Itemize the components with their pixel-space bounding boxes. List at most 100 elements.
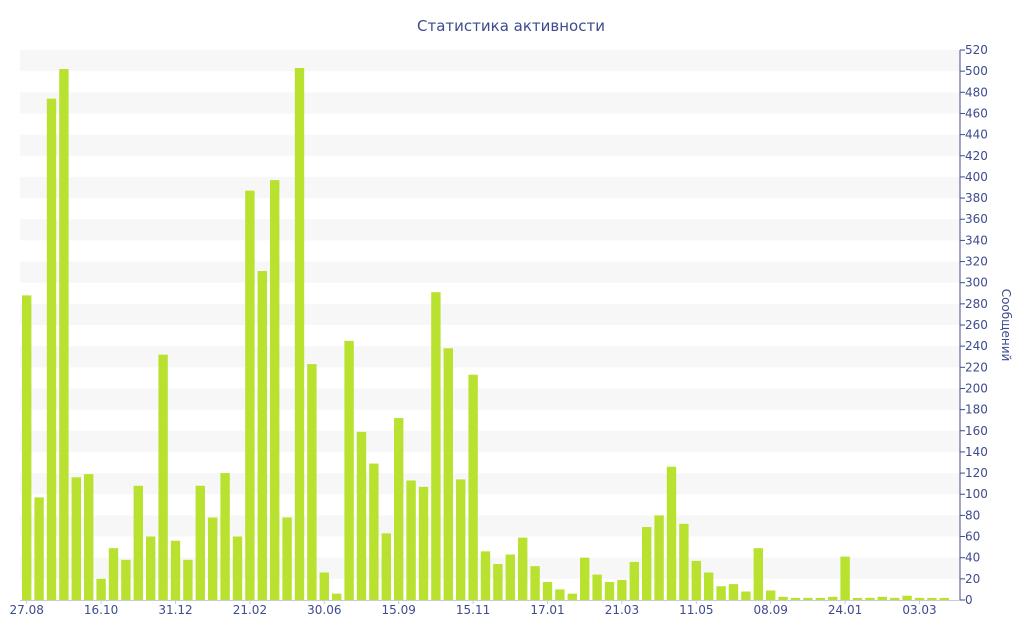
grid-band — [20, 515, 960, 537]
bar-20 — [270, 180, 280, 600]
bar-11 — [158, 354, 168, 600]
y-tick-label-360: 360 — [965, 212, 988, 226]
bar-43 — [555, 589, 565, 600]
bar-48 — [617, 579, 627, 600]
y-tick-label-180: 180 — [965, 403, 988, 417]
bar-28 — [369, 463, 379, 600]
bar-19 — [257, 271, 267, 600]
bar-14 — [195, 485, 205, 600]
bar-66 — [840, 556, 850, 600]
bar-27 — [356, 431, 367, 600]
bar-33 — [431, 292, 441, 600]
grid-band — [20, 219, 960, 241]
x-tick-label-9: 11.05 — [679, 603, 713, 617]
bar-64 — [815, 597, 825, 600]
bar-39 — [505, 554, 515, 600]
y-tick-label-260: 260 — [965, 318, 988, 332]
bar-23 — [307, 364, 317, 600]
y-tick-label-120: 120 — [965, 466, 988, 480]
bar-29 — [381, 533, 391, 600]
y-tick-label-0: 0 — [965, 593, 973, 607]
x-tick-label-1: 16.10 — [84, 603, 118, 617]
x-tick-label-6: 15.11 — [456, 603, 490, 617]
axes — [20, 49, 965, 604]
bar-58 — [741, 591, 751, 600]
bar-70 — [890, 597, 900, 600]
y-tick-label-420: 420 — [965, 149, 988, 163]
grid-band — [20, 303, 960, 325]
bar-68 — [865, 597, 875, 600]
y-tick-label-60: 60 — [965, 530, 980, 544]
bar-53 — [679, 523, 689, 600]
bar-10 — [146, 536, 156, 600]
bar-62 — [790, 597, 801, 600]
bar-52 — [666, 466, 677, 600]
y-tick-label-160: 160 — [965, 424, 988, 438]
bar-54 — [691, 560, 701, 600]
grid-band — [20, 261, 960, 283]
bar-73 — [927, 597, 937, 600]
bar-3 — [59, 69, 69, 601]
bar-61 — [778, 596, 788, 600]
grid-band — [20, 50, 960, 72]
tick-labels: 0 20 40 60 80 100 120 140 160 180 200 220 240 260 280 3… — [10, 43, 988, 617]
bar-1 — [34, 497, 44, 600]
y-tick-label-440: 440 — [965, 128, 988, 142]
y-tick-label-220: 220 — [965, 360, 988, 374]
bar-12 — [170, 540, 181, 600]
bar-38 — [493, 564, 503, 600]
y-tick-label-340: 340 — [965, 233, 988, 247]
bar-69 — [877, 596, 887, 600]
bar-71 — [902, 595, 912, 600]
grid-band — [20, 346, 960, 368]
grid-band — [20, 92, 960, 114]
bar-60 — [766, 590, 776, 600]
y-tick-label-40: 40 — [965, 551, 980, 565]
grid-band — [20, 430, 960, 452]
y-tick-label-280: 280 — [965, 297, 988, 311]
bar-51 — [654, 515, 664, 600]
bar-47 — [604, 582, 615, 600]
bar-44 — [567, 593, 577, 600]
bar-16 — [220, 473, 230, 600]
grid-band — [20, 134, 960, 156]
bar-18 — [245, 190, 255, 601]
bar-13 — [183, 559, 193, 600]
bar-6 — [96, 578, 106, 600]
bar-49 — [629, 561, 639, 600]
x-tick-label-7: 17.01 — [530, 603, 564, 617]
bar-17 — [232, 536, 243, 600]
bar-35 — [456, 479, 466, 600]
bar-59 — [753, 548, 763, 600]
y-tick-label-240: 240 — [965, 339, 988, 353]
bar-34 — [443, 348, 453, 600]
bar-37 — [480, 551, 491, 600]
x-tick-label-4: 30.06 — [307, 603, 341, 617]
bar-25 — [332, 593, 342, 600]
x-tick-label-0: 27.08 — [10, 603, 44, 617]
bar-32 — [418, 486, 429, 600]
bar-67 — [852, 597, 863, 600]
y-tick-label-80: 80 — [965, 508, 980, 522]
x-tick-label-8: 21.03 — [605, 603, 639, 617]
bar-65 — [828, 596, 838, 600]
y-tick-label-300: 300 — [965, 276, 988, 290]
y-axis-title: Сообщений — [999, 289, 1013, 362]
y-tick-label-320: 320 — [965, 255, 988, 269]
bar-50 — [642, 527, 652, 600]
grid-bands — [20, 50, 960, 579]
grid-band — [20, 473, 960, 495]
bar-72 — [914, 597, 925, 600]
bar-31 — [406, 480, 416, 600]
y-tick-label-200: 200 — [965, 381, 988, 395]
bar-22 — [294, 67, 305, 601]
bar-15 — [208, 517, 218, 600]
x-tick-label-12: 03.03 — [902, 603, 936, 617]
y-tick-label-20: 20 — [965, 572, 980, 586]
bar-74 — [939, 597, 949, 600]
bar-24 — [319, 572, 329, 600]
bar-36 — [468, 374, 478, 600]
bar-46 — [592, 574, 602, 600]
y-tick-label-380: 380 — [965, 191, 988, 205]
